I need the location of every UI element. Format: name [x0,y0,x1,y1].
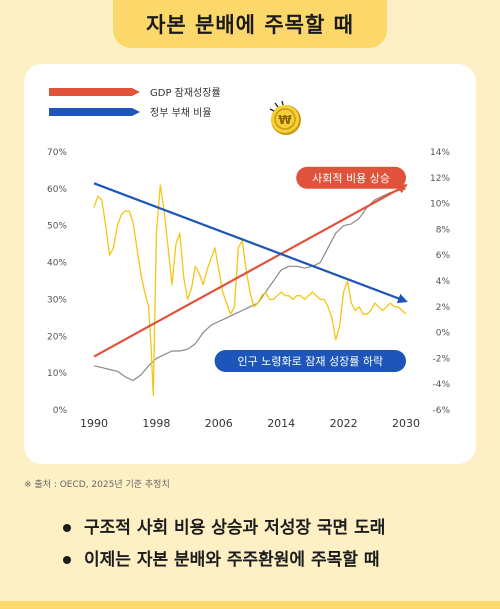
gov-debt-trend-arrow [93,182,408,304]
right-axis-tick-label: -4% [432,380,450,390]
right-axis-tick-label: -2% [432,354,450,364]
x-axis-tick-label: 2022 [330,417,358,430]
gdp-growth-trend-arrow [93,184,408,358]
x-axis-tick-label: 2014 [267,417,295,430]
title-banner: 자본 분배에 주목할 때 [113,0,387,48]
right-axis-tick-label: 2% [436,303,451,313]
annotation-label: 사회적 비용 상승 [312,172,390,185]
svg-text:₩: ₩ [278,113,292,127]
left-axis-tick-label: 20% [47,332,67,342]
left-axis-tick-label: 70% [47,148,67,158]
annotation-badge [296,166,406,189]
bottom-strip [0,601,500,609]
right-axis-tick-label: 14% [430,148,450,158]
legend-label: GDP 잠재성장률 [150,87,221,99]
annotation-label: 인구 노령화로 잠재 성장률 하락 [238,354,384,368]
x-axis-tick-label: 2006 [205,417,233,430]
left-axis-tick-label: 30% [47,295,67,305]
annotation-badge [214,349,406,372]
summary-bullet-1: 구조적 사회 비용 상승과 저성장 국면 도래 [60,516,385,548]
x-axis-tick-label: 1998 [142,417,170,430]
left-axis-tick-label: 10% [47,369,67,379]
legend-swatch [49,108,140,116]
right-axis-tick-label: 6% [436,251,451,261]
right-axis-tick-label: 8% [436,225,451,235]
right-axis-tick-label: 12% [430,174,450,184]
yellow-series-line [93,184,407,396]
won-coin-icon: ₩ [269,100,301,135]
right-axis-tick-label: 10% [430,200,450,210]
x-axis-tick-label: 2030 [392,417,420,430]
gray-series-line [93,188,407,382]
right-axis-tick-label: -6% [432,406,450,416]
summary-bullet-2: 이제는 자본 분배와 주주환원에 주목할 때 [60,548,385,580]
legend-swatch [49,88,140,96]
summary-list: 구조적 사회 비용 상승과 저성장 국면 도래 이제는 자본 분배와 주주환원에… [60,516,385,580]
left-axis-tick-label: 0% [53,406,68,416]
left-axis-tick-label: 40% [47,259,67,269]
left-axis-tick-label: 50% [47,222,67,232]
x-axis-tick-label: 1990 [80,417,108,430]
source-note: ※ 출처 : OECD, 2025년 기준 추정치 [24,480,170,490]
right-axis-tick-label: 4% [436,277,451,287]
page-title: 자본 분배에 주목할 때 [146,13,354,37]
left-axis-tick-label: 60% [47,185,67,195]
legend-label: 정부 부채 비율 [150,107,212,119]
right-axis-tick-label: 0% [436,329,451,339]
